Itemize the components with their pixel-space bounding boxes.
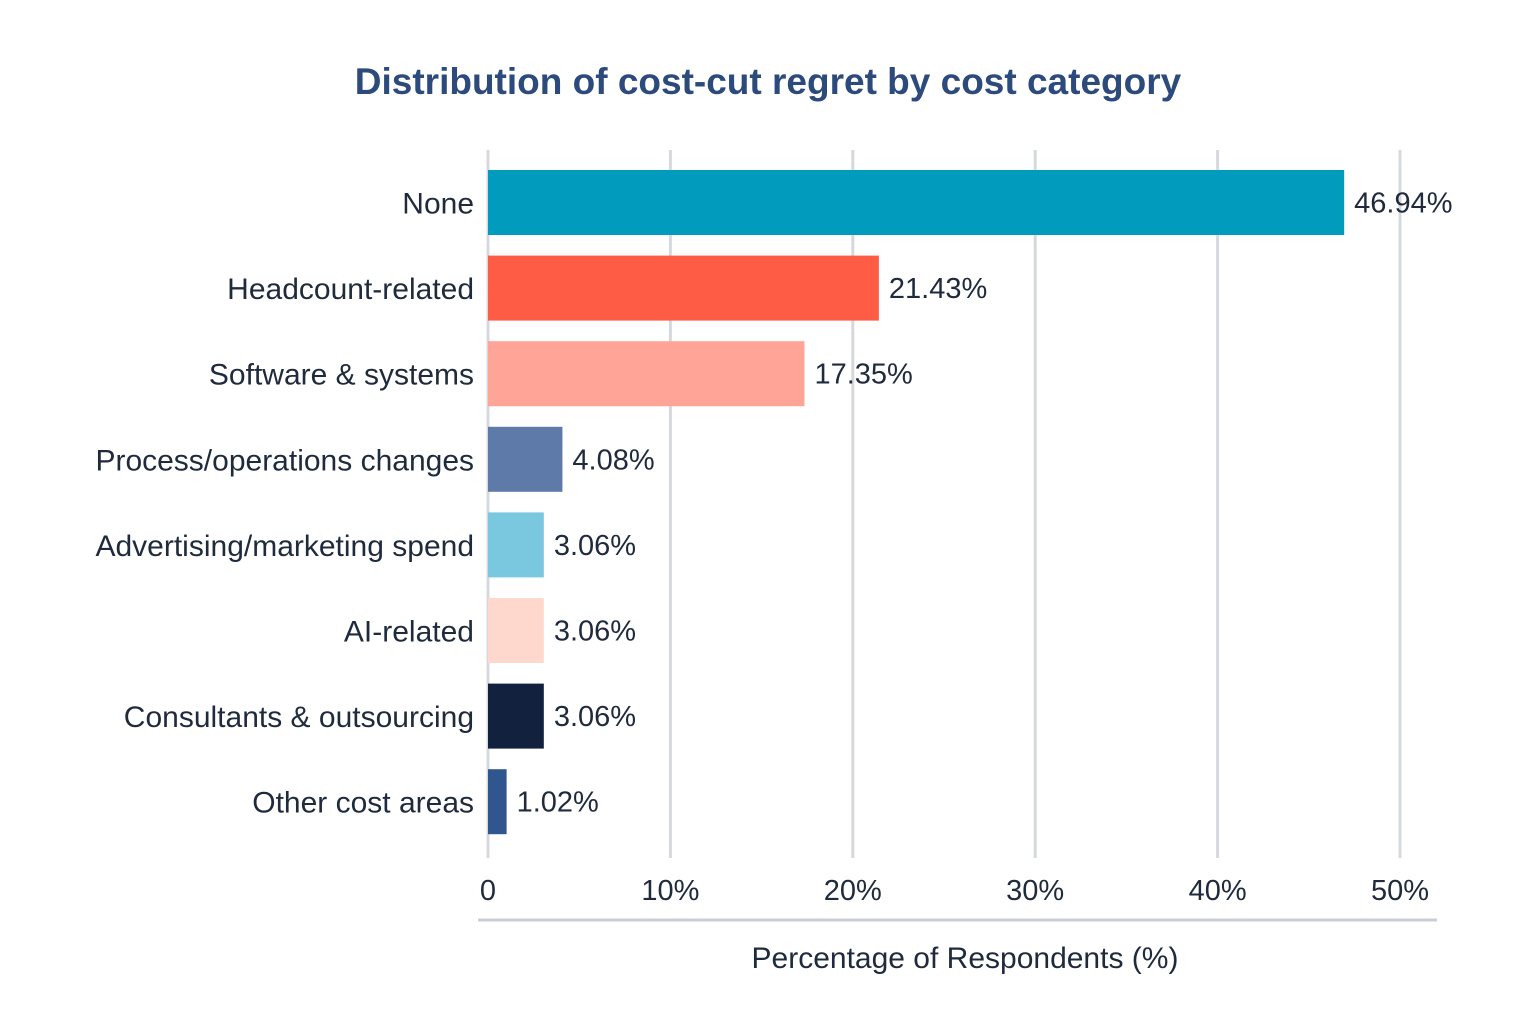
data-label: 17.35% [814,359,912,391]
bar [488,598,544,663]
bars [488,170,1345,835]
category-labels: None Headcount-related Software & systems P… [95,188,474,820]
data-label: 46.94% [1354,188,1452,220]
data-label: 21.43% [889,273,987,305]
x-axis-title: Percentage of Respondents (%) [752,942,1179,975]
data-label: 3.06% [554,701,636,733]
x-tick-label: 40% [1189,875,1247,907]
bar [488,170,1345,235]
category-label: Process/operations changes [95,444,474,477]
data-label: 3.06% [554,530,636,562]
bar [488,341,805,407]
x-tick-label: 0 [480,875,496,907]
category-label: None [402,188,474,221]
bar [488,769,507,835]
x-tick-label: 30% [1006,875,1064,907]
x-tick-label: 20% [824,875,882,907]
bar [488,426,563,492]
data-label: 3.06% [554,616,636,648]
category-label: Software & systems [209,359,474,392]
bar [488,255,879,321]
bar [488,512,544,578]
value-labels: 46.94% 21.43% 17.35% 4.08% 3.06% 3.06% 3.06% 1.… [517,188,1453,819]
category-label: Other cost areas [252,787,474,820]
category-label: Consultants & outsourcing [124,701,474,734]
bar [488,683,544,749]
data-label: 1.02% [517,787,599,819]
category-label: AI-related [344,616,474,649]
category-label: Headcount-related [227,273,474,306]
x-axis-ticks: 0 10% 20% 30% 40% 50% [480,875,1429,907]
data-label: 4.08% [572,444,654,476]
x-tick-label: 50% [1371,875,1429,907]
chart-title: Distribution of cost-cut regret by cost … [355,61,1182,102]
x-tick-label: 10% [641,875,699,907]
category-label: Advertising/marketing spend [95,530,474,563]
